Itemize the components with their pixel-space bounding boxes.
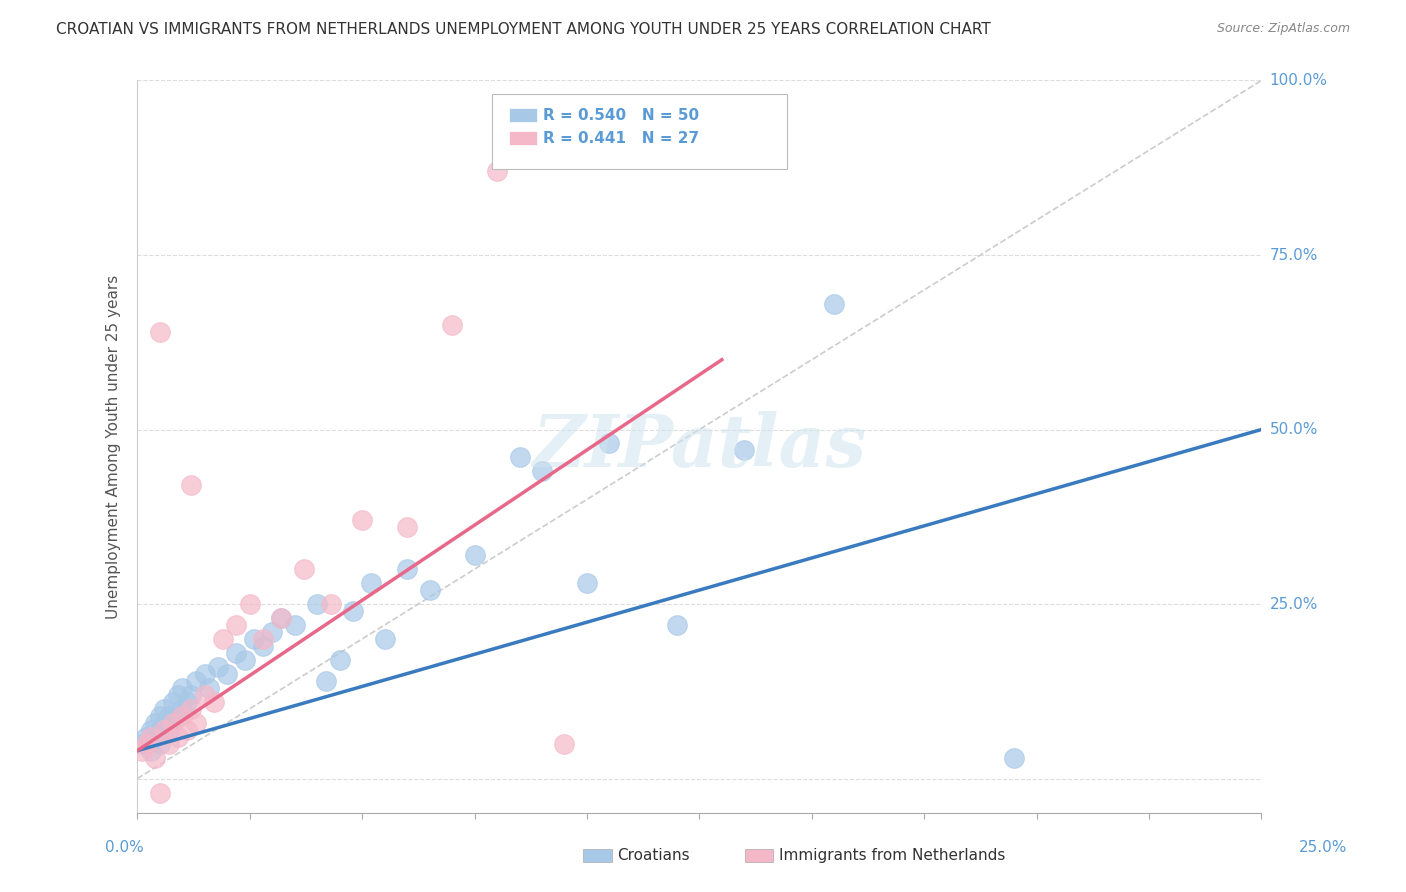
Point: [153, 723, 176, 737]
Point: [180, 688, 202, 702]
Point: [149, 325, 172, 339]
Point: [149, 737, 172, 751]
Point: [166, 708, 188, 723]
Text: 25.0%: 25.0%: [1270, 597, 1317, 612]
Point: [176, 723, 198, 737]
Text: 100.0%: 100.0%: [1270, 73, 1327, 88]
Point: [292, 562, 315, 576]
Point: [157, 737, 180, 751]
Point: [396, 520, 419, 534]
Point: [598, 436, 620, 450]
Point: [202, 695, 225, 709]
Point: [143, 730, 166, 744]
Text: R = 0.540   N = 50: R = 0.540 N = 50: [543, 108, 699, 122]
Point: [575, 576, 598, 591]
Point: [262, 624, 284, 639]
Point: [139, 723, 162, 737]
Point: [153, 715, 176, 730]
Point: [284, 618, 307, 632]
Point: [139, 744, 162, 758]
Point: [823, 297, 845, 311]
Point: [270, 611, 292, 625]
Point: [194, 688, 217, 702]
Point: [509, 450, 531, 465]
Point: [172, 708, 194, 723]
Point: [315, 673, 337, 688]
Point: [166, 688, 188, 702]
Point: [342, 604, 364, 618]
Point: [153, 702, 176, 716]
Point: [135, 730, 157, 744]
Point: [360, 576, 382, 591]
Point: [194, 666, 217, 681]
Text: 25.0%: 25.0%: [1299, 840, 1347, 855]
Point: [225, 646, 247, 660]
Point: [419, 583, 441, 598]
Point: [252, 639, 274, 653]
Point: [180, 702, 202, 716]
Point: [486, 164, 509, 178]
Point: [239, 597, 262, 611]
Point: [329, 653, 352, 667]
Point: [139, 730, 162, 744]
Point: [149, 708, 172, 723]
Point: [157, 723, 180, 737]
Point: [464, 548, 486, 562]
Point: [172, 702, 194, 716]
Point: [396, 562, 419, 576]
Point: [733, 443, 755, 458]
Text: R = 0.441   N = 27: R = 0.441 N = 27: [543, 131, 699, 145]
Point: [184, 715, 207, 730]
Point: [162, 695, 184, 709]
Point: [131, 737, 153, 751]
Text: ZIPatlas: ZIPatlas: [533, 411, 866, 483]
Point: [441, 318, 464, 332]
Text: Croatians: Croatians: [617, 848, 690, 863]
Point: [143, 750, 166, 764]
Point: [211, 632, 233, 646]
Text: 75.0%: 75.0%: [1270, 247, 1317, 262]
Point: [270, 611, 292, 625]
Point: [176, 695, 198, 709]
Point: [252, 632, 274, 646]
Point: [157, 708, 180, 723]
Point: [135, 737, 157, 751]
Point: [149, 785, 172, 799]
Point: [233, 653, 256, 667]
Point: [166, 730, 188, 744]
Point: [162, 715, 184, 730]
Point: [243, 632, 266, 646]
Text: 0.0%: 0.0%: [105, 840, 145, 855]
Point: [162, 715, 184, 730]
Y-axis label: Unemployment Among Youth under 25 years: Unemployment Among Youth under 25 years: [107, 275, 121, 619]
Point: [149, 723, 172, 737]
Point: [531, 464, 554, 478]
Point: [307, 597, 329, 611]
Point: [198, 681, 221, 695]
Point: [319, 597, 342, 611]
Point: [184, 673, 207, 688]
Point: [225, 618, 247, 632]
Point: [352, 513, 374, 527]
Point: [553, 737, 575, 751]
Point: [180, 478, 202, 492]
Text: Source: ZipAtlas.com: Source: ZipAtlas.com: [1216, 22, 1350, 36]
Point: [665, 618, 688, 632]
Text: Immigrants from Netherlands: Immigrants from Netherlands: [779, 848, 1005, 863]
Point: [217, 666, 239, 681]
Point: [131, 744, 153, 758]
Point: [1002, 750, 1025, 764]
Point: [172, 681, 194, 695]
Point: [207, 660, 229, 674]
Text: CROATIAN VS IMMIGRANTS FROM NETHERLANDS UNEMPLOYMENT AMONG YOUTH UNDER 25 YEARS : CROATIAN VS IMMIGRANTS FROM NETHERLANDS …: [56, 22, 991, 37]
Text: 50.0%: 50.0%: [1270, 422, 1317, 437]
Point: [374, 632, 396, 646]
Point: [143, 715, 166, 730]
